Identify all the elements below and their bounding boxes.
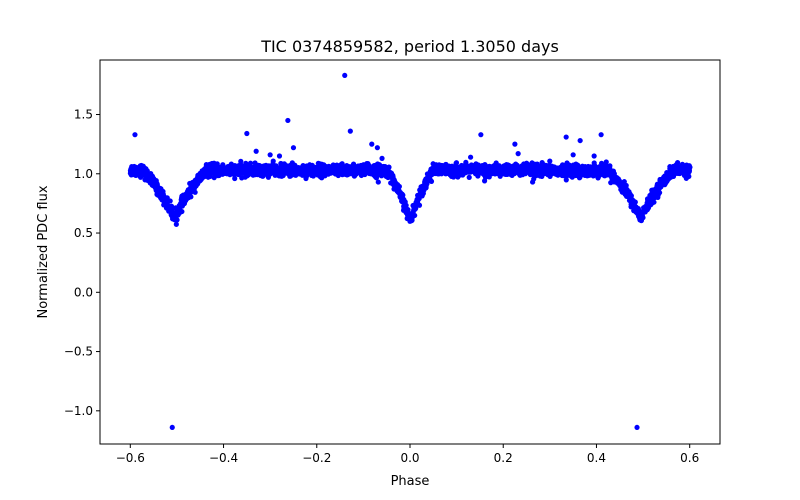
- outlier-point: [375, 179, 381, 185]
- data-point: [192, 189, 198, 195]
- x-tick-label: 0.2: [494, 451, 513, 465]
- data-point: [632, 199, 638, 205]
- data-point: [396, 183, 402, 190]
- data-point: [623, 182, 629, 189]
- y-tick-label: −1.0: [64, 404, 93, 418]
- y-tick-label: 0.0: [74, 285, 93, 299]
- data-point: [607, 163, 613, 169]
- outlier-point: [468, 154, 474, 160]
- y-tick-label: −0.5: [64, 345, 93, 359]
- data-point: [238, 158, 244, 164]
- data-point: [651, 199, 657, 205]
- data-point: [533, 173, 539, 179]
- data-point: [628, 193, 634, 199]
- data-point: [167, 198, 173, 204]
- data-point: [603, 159, 609, 165]
- chart-title: TIC 0374859582, period 1.3050 days: [260, 37, 559, 56]
- x-tick-label: −0.2: [302, 451, 331, 465]
- outlier-point: [285, 117, 291, 124]
- outlier-point: [253, 148, 259, 154]
- data-point: [174, 217, 180, 223]
- x-axis-label: Phase: [391, 474, 430, 489]
- data-point: [232, 175, 238, 182]
- data-points: [127, 72, 693, 431]
- outlier-point: [132, 132, 138, 138]
- outlier-point: [598, 132, 604, 138]
- data-point: [390, 172, 396, 179]
- outlier-point: [570, 152, 576, 158]
- outlier-point: [512, 141, 518, 147]
- x-tick-label: 0.4: [587, 451, 606, 465]
- data-point: [412, 212, 418, 219]
- data-point: [686, 167, 692, 173]
- y-axis-label: Normalized PDC flux: [36, 185, 51, 318]
- outlier-point: [290, 145, 297, 151]
- data-point: [423, 185, 429, 191]
- outlier-point: [515, 151, 521, 157]
- data-point: [179, 208, 185, 215]
- y-tick-label: 0.5: [74, 226, 93, 240]
- data-point: [428, 178, 435, 184]
- x-tick-label: 0.0: [400, 451, 419, 465]
- y-axis-ticks: −1.0 −0.5 0.0 0.5 1.0 1.5: [64, 108, 100, 418]
- data-point: [173, 221, 179, 227]
- data-point: [563, 177, 569, 183]
- data-point: [453, 160, 460, 166]
- x-tick-label: −0.6: [116, 451, 145, 465]
- data-point: [621, 179, 627, 185]
- outlier-point: [169, 424, 175, 431]
- outlier-point: [481, 178, 488, 184]
- data-point: [270, 158, 276, 164]
- x-tick-label: −0.4: [209, 451, 238, 465]
- data-point: [640, 215, 646, 221]
- outlier-point: [347, 128, 353, 134]
- data-point: [466, 174, 472, 180]
- outlier-point: [563, 134, 569, 140]
- outlier-point: [276, 153, 283, 159]
- outlier-point: [342, 72, 348, 79]
- data-point: [656, 190, 663, 196]
- outlier-point: [530, 179, 536, 185]
- y-tick-label: 1.5: [74, 108, 93, 122]
- outlier-point: [374, 145, 380, 151]
- outlier-point: [577, 137, 583, 144]
- y-tick-label: 1.0: [74, 167, 93, 181]
- data-point: [386, 164, 392, 170]
- data-point: [416, 202, 423, 208]
- data-point: [188, 194, 194, 200]
- outlier-point: [591, 153, 597, 159]
- outlier-point: [478, 132, 484, 138]
- data-point: [547, 158, 553, 164]
- outlier-point: [379, 155, 385, 161]
- outlier-point: [369, 141, 375, 147]
- outlier-point: [244, 130, 250, 137]
- outlier-point: [634, 424, 640, 431]
- data-point: [686, 173, 692, 180]
- outlier-point: [267, 152, 273, 158]
- x-tick-label: 0.6: [680, 451, 699, 465]
- data-point: [247, 160, 254, 166]
- x-axis-ticks: −0.6 −0.4 −0.2 0.0 0.2 0.4 0.6: [116, 444, 699, 465]
